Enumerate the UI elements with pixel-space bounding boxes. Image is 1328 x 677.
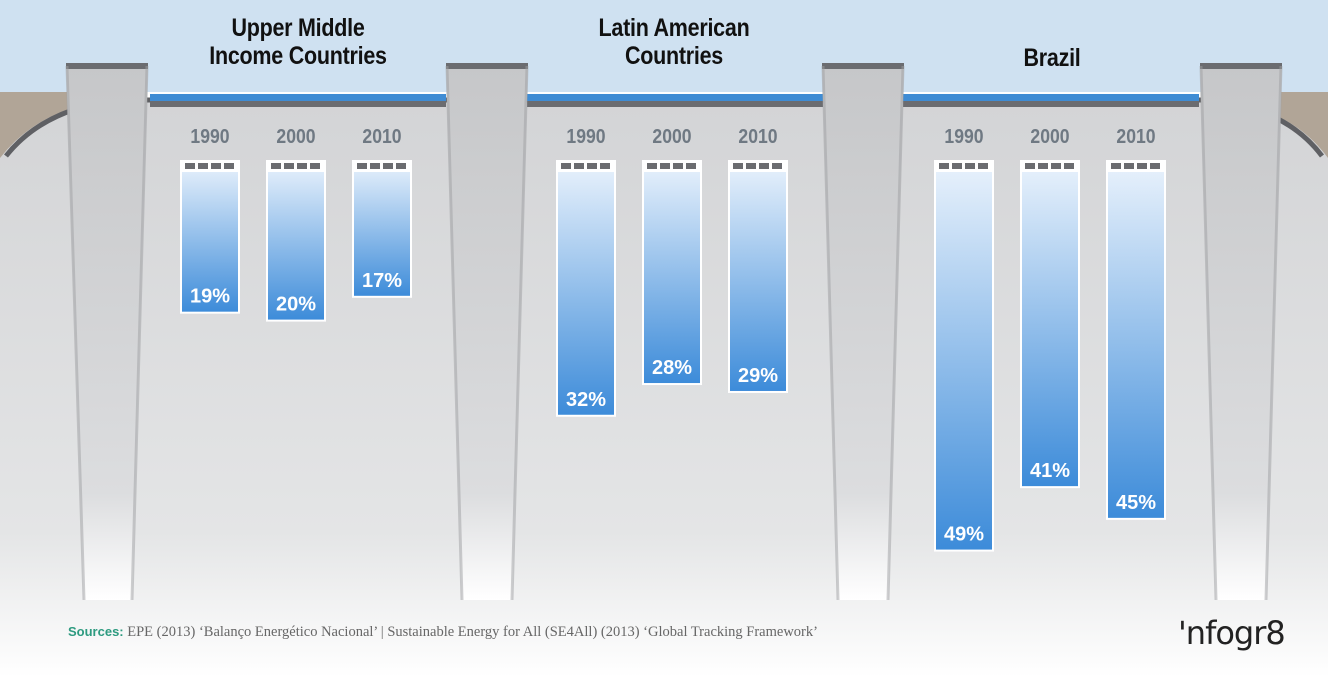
bar-cap-slot	[396, 163, 406, 169]
bar-cap-slot	[310, 163, 320, 169]
year-label: 1990	[190, 125, 229, 147]
dam-wall	[0, 98, 1328, 677]
bar	[352, 161, 412, 298]
bar-cap-slot	[224, 163, 234, 169]
value-label: 29%	[738, 365, 778, 387]
bar	[556, 161, 616, 417]
sources-text: EPE (2013) ‘Balanço Energético Nacional’…	[123, 624, 818, 640]
bar	[728, 161, 788, 393]
bar-cap-slot	[1111, 163, 1121, 169]
pillar-3	[821, 63, 905, 601]
year-label: 2000	[1030, 125, 1069, 147]
pillar-1	[65, 63, 149, 601]
pillar-2	[445, 63, 529, 601]
group-title-2-line-1: Latin American	[598, 14, 750, 42]
bar-cap-slot	[1150, 163, 1160, 169]
bar	[1020, 161, 1080, 489]
bar-cap-slot	[561, 163, 571, 169]
wall-crest-2	[527, 101, 823, 107]
year-label: 2010	[1116, 125, 1155, 147]
bar-cap-slot	[284, 163, 294, 169]
bar	[266, 161, 326, 322]
bar-cap-slot	[357, 163, 367, 169]
value-label: 45%	[1116, 492, 1156, 514]
bar-cap-slot	[952, 163, 962, 169]
bar-cap-slot	[686, 163, 696, 169]
bar-cap-slot	[1038, 163, 1048, 169]
wall-crest-1	[150, 101, 446, 107]
bar	[934, 161, 994, 552]
sources-label: Sources:	[68, 624, 124, 639]
value-label: 20%	[276, 294, 316, 316]
group-title-1: Upper Middle Income Countries	[160, 14, 435, 70]
year-label: 2010	[738, 125, 777, 147]
pillar-4	[1199, 63, 1283, 601]
value-label: 32%	[566, 389, 606, 411]
group-title-3-line-1: Brazil	[1023, 44, 1081, 72]
bar-cap-slot	[660, 163, 670, 169]
bar-cap-slot	[574, 163, 584, 169]
infogr8-logo: 'nfogr8	[1178, 614, 1286, 652]
bar-cap-slot	[746, 163, 756, 169]
bar-cap-slot	[297, 163, 307, 169]
bar-cap-slot	[271, 163, 281, 169]
value-label: 19%	[190, 286, 230, 308]
bar	[1106, 161, 1166, 520]
group-title-2: Latin American Countries	[536, 14, 811, 70]
sky	[0, 0, 1328, 92]
wall-crest-3	[903, 101, 1199, 107]
value-label: 41%	[1030, 460, 1070, 482]
bar-cap-slot	[939, 163, 949, 169]
bar-cap-slot	[1051, 163, 1061, 169]
bar-cap-slot	[1064, 163, 1074, 169]
value-label: 17%	[362, 270, 402, 292]
bar-cap-slot	[185, 163, 195, 169]
bar-cap-slot	[673, 163, 683, 169]
sources-line: Sources: EPE (2013) ‘Balanço Energético …	[68, 624, 818, 641]
bar-cap-slot	[1137, 163, 1147, 169]
bar	[642, 161, 702, 386]
bar-cap-slot	[759, 163, 769, 169]
group-title-3: Brazil	[914, 44, 1189, 72]
bar-cap-slot	[600, 163, 610, 169]
year-label: 1990	[566, 125, 605, 147]
year-label: 2000	[276, 125, 315, 147]
bar-cap-slot	[370, 163, 380, 169]
year-label: 1990	[944, 125, 983, 147]
group-title-1-line-2: Income Countries	[209, 42, 387, 70]
bar-cap-slot	[965, 163, 975, 169]
chart-marks: 1990 19% 2000 20% 2010 17% 1990 32% 2000 28% 2010 2…	[180, 125, 1166, 552]
group-title-1-line-1: Upper Middle	[231, 14, 365, 42]
bar-cap-slot	[383, 163, 393, 169]
value-label: 49%	[944, 524, 984, 546]
year-label: 2010	[362, 125, 401, 147]
water-surface-3	[903, 94, 1199, 102]
water-surface-1	[150, 94, 446, 102]
bar-cap-slot	[1025, 163, 1035, 169]
bar-cap-slot	[211, 163, 221, 169]
group-title-2-line-2: Countries	[624, 42, 724, 70]
bar-cap-slot	[1124, 163, 1134, 169]
water-surface-2	[527, 94, 823, 102]
bar-cap-slot	[647, 163, 657, 169]
bar-cap-slot	[978, 163, 988, 169]
year-label: 2000	[652, 125, 691, 147]
bar-cap-slot	[733, 163, 743, 169]
bar-cap-slot	[198, 163, 208, 169]
value-label: 28%	[652, 357, 692, 379]
bar-cap-slot	[772, 163, 782, 169]
bar-cap-slot	[587, 163, 597, 169]
